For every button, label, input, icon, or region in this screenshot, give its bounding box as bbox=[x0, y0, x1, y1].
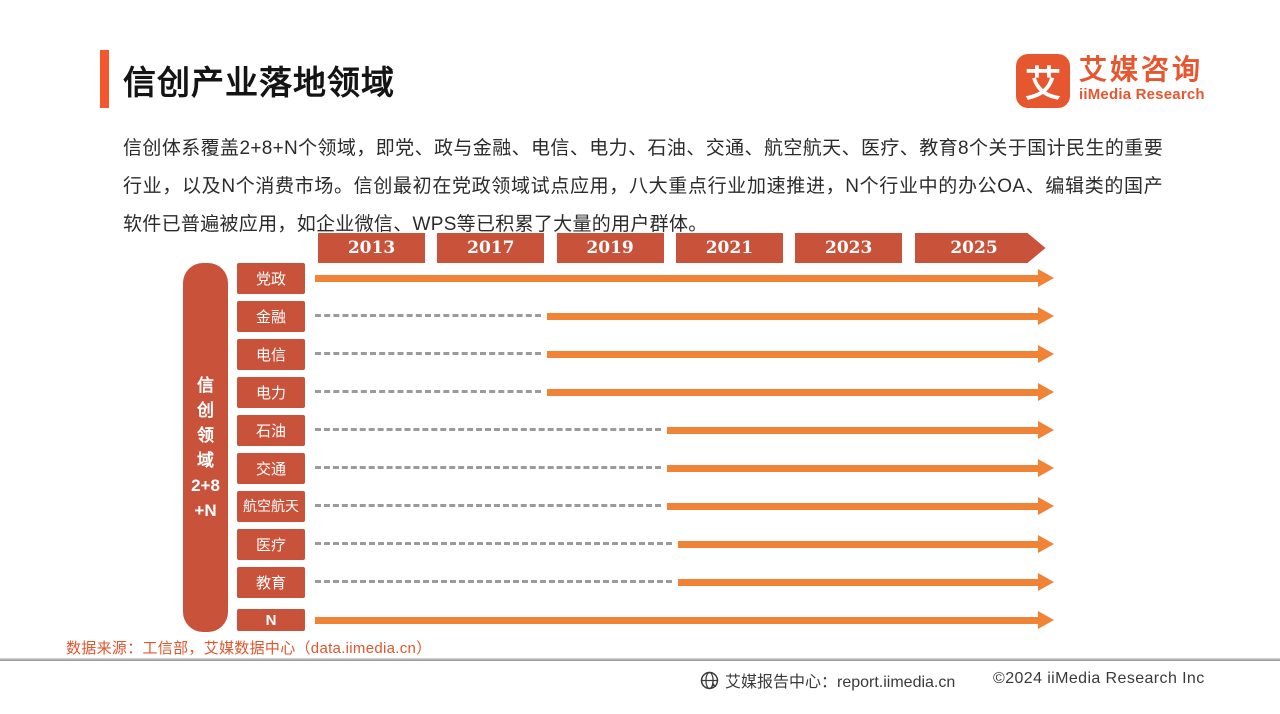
row-arrow-head-icon bbox=[1038, 611, 1054, 629]
row-arrow bbox=[667, 426, 1038, 434]
row-arrow-head-icon bbox=[1038, 307, 1054, 325]
domain-axis-bar: 信创领域 2+8 +N bbox=[183, 263, 228, 632]
row-dashed-line bbox=[315, 542, 672, 545]
domain-axis-label-line: 创 bbox=[197, 400, 214, 420]
domain-axis-label-line: 2+8 bbox=[191, 475, 220, 495]
row-arrow bbox=[667, 502, 1038, 510]
brand-logo-glyph: 艾 bbox=[1024, 63, 1061, 104]
row-label-电力: 电力 bbox=[237, 376, 305, 408]
row-dashed-line bbox=[315, 314, 542, 317]
footer-divider bbox=[0, 658, 1280, 661]
row-arrow-head-icon bbox=[1038, 459, 1054, 477]
row-arrow bbox=[547, 350, 1038, 358]
brand-logo-icon: 艾 bbox=[1016, 54, 1070, 108]
row-arrow bbox=[547, 312, 1038, 320]
row-arrow bbox=[677, 540, 1038, 548]
brand-name-en: iiMedia Research bbox=[1079, 86, 1205, 103]
row-arrow-head-icon bbox=[1038, 573, 1054, 591]
year-banner-2021: 2021 bbox=[675, 233, 783, 263]
row-arrow-head-icon bbox=[1038, 383, 1054, 401]
title-accent-bar bbox=[100, 50, 109, 108]
row-arrow bbox=[547, 388, 1038, 396]
row-arrow bbox=[315, 616, 1038, 624]
brand-name-cn: 艾媒咨询 bbox=[1079, 54, 1204, 85]
row-label-N: N bbox=[237, 609, 305, 631]
row-label-金融: 金融 bbox=[237, 300, 305, 332]
copyright-text: ©2024 iiMedia Research Inc bbox=[993, 670, 1205, 687]
row-label-石油: 石油 bbox=[237, 414, 305, 446]
report-center-text: 艾媒报告中心：report.iimedia.cn bbox=[725, 674, 956, 691]
intro-paragraph: 信创体系覆盖2+8+N个领域，即党、政与金融、电信、电力、石油、交通、航空航天、… bbox=[123, 138, 1163, 235]
row-dashed-line bbox=[315, 352, 542, 355]
row-arrow-head-icon bbox=[1038, 421, 1054, 439]
page-title: 信创产业落地领域 bbox=[123, 64, 395, 101]
row-label-电信: 电信 bbox=[237, 338, 305, 370]
row-arrow-head-icon bbox=[1038, 269, 1054, 287]
year-banner-2017: 2017 bbox=[437, 233, 545, 263]
row-arrow-head-icon bbox=[1038, 497, 1054, 515]
row-arrow bbox=[667, 464, 1038, 472]
domain-axis-label-line: 信 bbox=[197, 375, 214, 395]
domain-axis-label: 信创领域 2+8 +N bbox=[191, 373, 220, 523]
domain-axis-label-line: +N bbox=[194, 500, 217, 520]
year-banner-2023: 2023 bbox=[795, 233, 903, 263]
row-dashed-line bbox=[315, 428, 662, 431]
row-arrow bbox=[677, 578, 1038, 586]
row-label-交通: 交通 bbox=[237, 452, 305, 484]
row-dashed-line bbox=[315, 390, 542, 393]
timeline-chart: 信创领域 2+8 +N 2013 2017 2019 2021 2023 2025 党政金融电信… bbox=[100, 233, 1180, 635]
row-label-党政: 党政 bbox=[237, 262, 305, 294]
row-dashed-line bbox=[315, 504, 662, 507]
row-label-教育: 教育 bbox=[237, 566, 305, 598]
row-dashed-line bbox=[315, 580, 672, 583]
row-arrow-head-icon bbox=[1038, 345, 1054, 363]
row-label-医疗: 医疗 bbox=[237, 528, 305, 560]
row-dashed-line bbox=[315, 466, 662, 469]
domain-axis-label-line: 域 bbox=[197, 450, 214, 470]
year-banner-2013: 2013 bbox=[318, 233, 425, 263]
footer-report-center: 艾媒报告中心：report.iimedia.cn bbox=[700, 668, 955, 692]
row-label-航空航天: 航空航天 bbox=[237, 490, 305, 522]
year-banner-2019: 2019 bbox=[556, 233, 664, 263]
report-center-globe-icon bbox=[700, 671, 719, 689]
domain-axis-label-line: 领 bbox=[197, 425, 214, 445]
row-arrow-head-icon bbox=[1038, 535, 1054, 553]
row-arrow bbox=[315, 274, 1038, 282]
year-banner-2025: 2025 bbox=[915, 233, 1046, 263]
brand-logo-text: 艾媒咨询 iiMedia Research bbox=[1079, 54, 1205, 104]
source-note: 数据来源：工信部，艾媒数据中心（data.iimedia.cn） bbox=[66, 640, 432, 657]
brand-logo: 艾 艾媒咨询 iiMedia Research bbox=[1016, 54, 1205, 108]
